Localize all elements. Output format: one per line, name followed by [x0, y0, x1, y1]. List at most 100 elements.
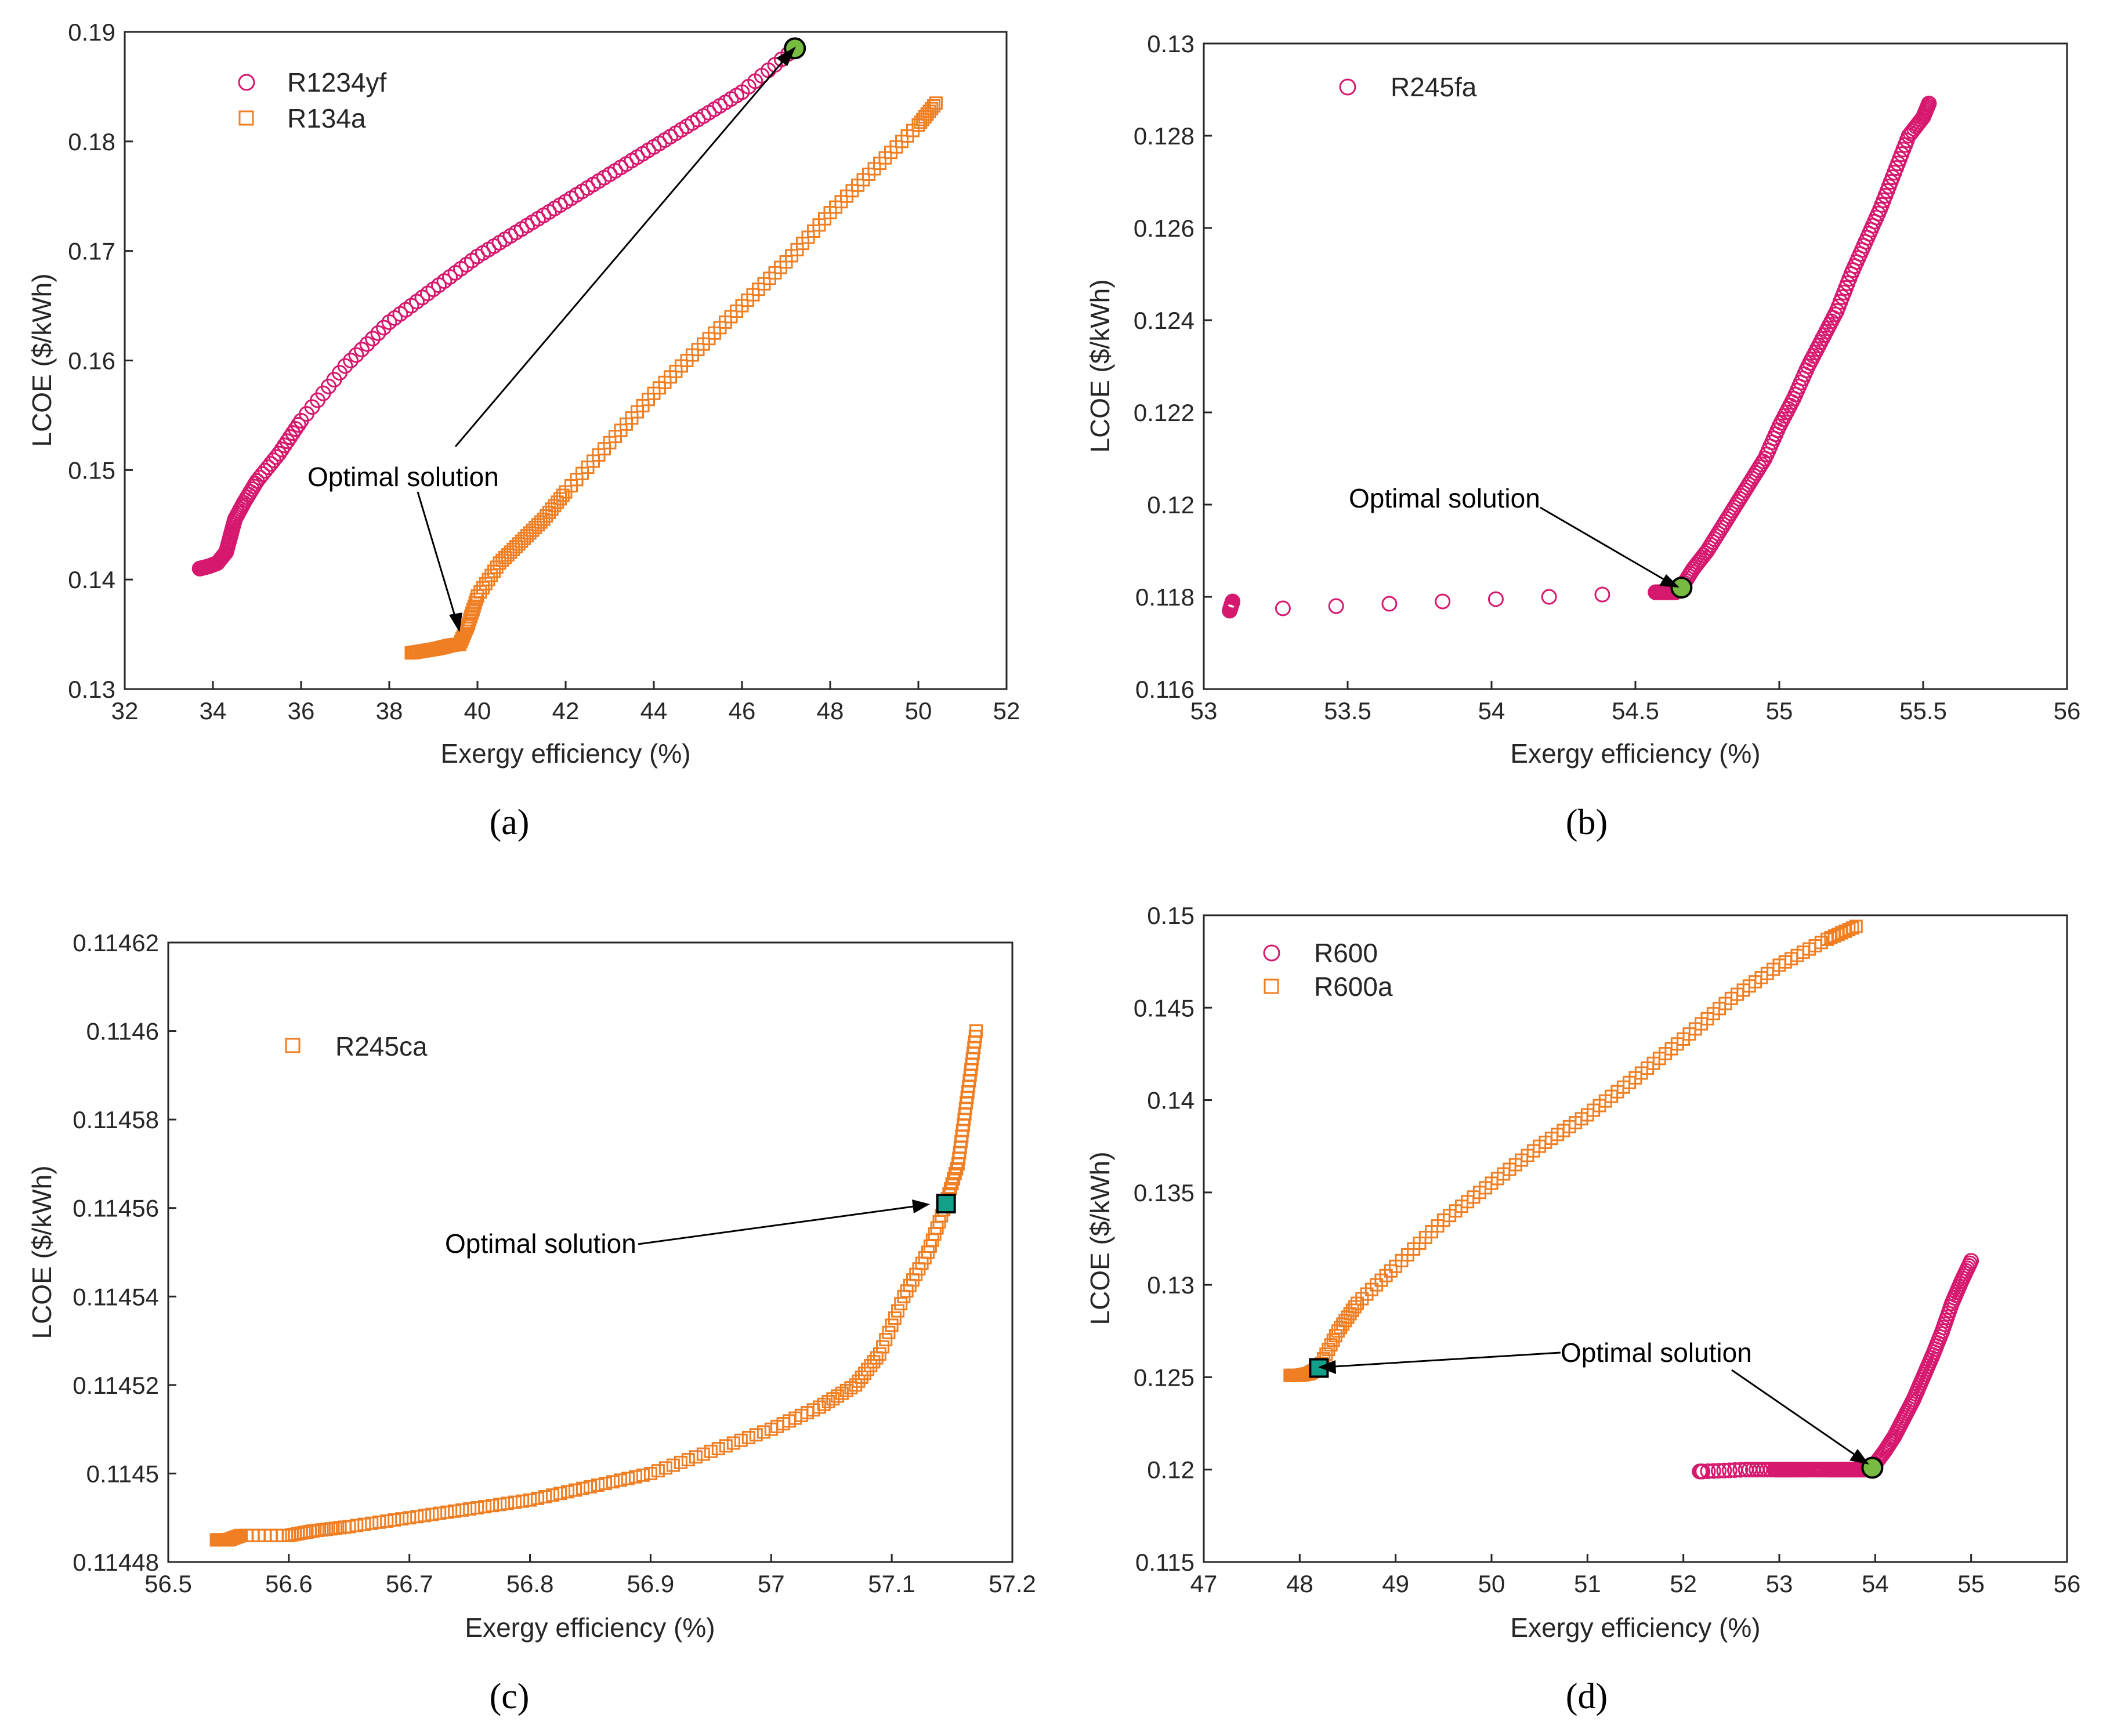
- annotation-arrowhead: [776, 46, 796, 66]
- y-axis-label: LCOE ($/kWh): [1085, 279, 1115, 452]
- data-point: [719, 1439, 733, 1453]
- data-point: [666, 1458, 680, 1472]
- data-point: [508, 1495, 522, 1509]
- panel-a: 32 34 36 38 40 42 44 46 48 50 52 0.13 0.14 0.15 0.16 0.…: [27, 19, 1020, 842]
- legend-label: R600a: [1314, 972, 1393, 1002]
- x-tick-label: 54: [1478, 697, 1505, 724]
- legend-label: R1234yf: [287, 67, 387, 97]
- y-tick-label: 0.12: [1147, 491, 1195, 519]
- y-tick-label: 0.11462: [73, 929, 159, 956]
- data-point: [1842, 923, 1856, 937]
- data-point: [929, 96, 943, 110]
- x-tick-label: 57: [758, 1570, 785, 1597]
- x-tick-label: 32: [111, 697, 139, 724]
- y-tick-label: 0.11456: [73, 1195, 159, 1222]
- x-tick-label: 50: [1478, 1570, 1505, 1597]
- annotation-optimal-solution: Optimal solution: [1561, 1338, 1752, 1368]
- data-point: [1355, 1292, 1369, 1306]
- data-point: [486, 1499, 499, 1513]
- x-tick-label: 53.5: [1324, 697, 1371, 724]
- data-point: [651, 1464, 665, 1478]
- data-point: [354, 342, 370, 358]
- data-point: [448, 1504, 462, 1518]
- data-point: [464, 610, 478, 624]
- data-point: [350, 1518, 364, 1532]
- data-point: [337, 358, 353, 374]
- data-point: [1379, 1269, 1393, 1282]
- legend-marker-square: [285, 1038, 301, 1053]
- data-point: [1334, 1321, 1348, 1335]
- legend-label: R245ca: [335, 1031, 428, 1061]
- y-tick-label: 0.13: [1147, 1271, 1195, 1299]
- y-tick-label: 0.14: [1147, 1087, 1195, 1114]
- x-tick-label: 56: [2054, 1570, 2081, 1597]
- data-point: [1351, 1296, 1364, 1310]
- data-point: [285, 425, 301, 441]
- y-tick-label: 0.11458: [73, 1106, 159, 1133]
- data-point: [636, 1468, 650, 1482]
- data-point: [882, 1325, 896, 1339]
- data-point: [1963, 1253, 1979, 1269]
- plot-frame: [1203, 42, 2068, 690]
- data-point: [556, 488, 570, 502]
- data-point: [1695, 1463, 1711, 1480]
- x-tick-label: 56.5: [144, 1570, 192, 1597]
- data-point: [888, 1311, 902, 1325]
- data-point: [1324, 1338, 1338, 1352]
- y-tick-label: 0.13: [1147, 30, 1195, 57]
- data-point: [741, 1430, 755, 1444]
- data-point: [288, 421, 303, 437]
- data-point: [1336, 1317, 1350, 1331]
- y-axis-label: LCOE ($/kWh): [27, 1165, 57, 1339]
- x-tick-label: 34: [200, 697, 227, 724]
- annotation-arrowhead: [449, 613, 462, 632]
- y-tick-label: 0.115: [1135, 1549, 1195, 1576]
- data-point: [1331, 1324, 1345, 1338]
- data-point: [501, 1496, 515, 1510]
- data-point: [380, 1514, 394, 1528]
- y-tick-label: 0.18: [68, 128, 115, 155]
- y-axis-label: LCOE ($/kWh): [27, 273, 57, 447]
- x-tick-label: 55.5: [1899, 697, 1947, 724]
- data-point: [1341, 1310, 1355, 1324]
- legend-marker-circle: [1263, 944, 1280, 962]
- optimal-point: [936, 1194, 956, 1214]
- data-point: [277, 437, 292, 454]
- data-point: [1435, 593, 1451, 610]
- legend-label: R600: [1314, 938, 1378, 968]
- data-point: [282, 429, 298, 445]
- x-tick-label: 46: [729, 697, 756, 724]
- x-tick-label: 40: [464, 697, 491, 724]
- y-tick-label: 0.126: [1134, 215, 1195, 242]
- data-point: [348, 347, 364, 363]
- data-point: [463, 613, 477, 627]
- y-tick-label: 0.128: [1134, 122, 1195, 150]
- panel-b: 53 53.5 54 54.5 55 55.5 56 0.116 0.118 0.12 0.122 0…: [1085, 30, 2080, 842]
- data-point: [466, 603, 480, 617]
- y-tick-label: 0.17: [68, 238, 115, 265]
- data-point: [462, 617, 476, 630]
- y-tick-label: 0.118: [1135, 584, 1195, 611]
- annotation-optimal-solution: Optimal solution: [1349, 483, 1540, 513]
- data-point: [342, 1520, 356, 1534]
- data-point: [879, 1333, 893, 1347]
- data-point: [1328, 598, 1344, 614]
- panel-label: (d): [1566, 1677, 1608, 1716]
- data-point: [1370, 1278, 1384, 1292]
- data-point: [927, 99, 941, 113]
- data-point: [433, 1506, 447, 1520]
- x-tick-label: 54.5: [1612, 697, 1659, 724]
- y-tick-label: 0.135: [1134, 1179, 1195, 1206]
- annotation-arrowhead: [1849, 1449, 1869, 1465]
- data-point: [1322, 1343, 1335, 1357]
- data-point: [726, 1436, 740, 1450]
- panel-c: 56.5 56.6 56.7 56.8 56.9 57 57.1 57.2 0.11448 0.1…: [27, 929, 1036, 1716]
- data-point: [531, 1491, 545, 1505]
- data-point: [658, 1461, 672, 1475]
- legend-label: R134a: [287, 103, 366, 133]
- data-point: [418, 1509, 432, 1523]
- data-point: [1700, 1463, 1716, 1480]
- data-point: [1716, 1462, 1732, 1478]
- data-point: [734, 1433, 748, 1447]
